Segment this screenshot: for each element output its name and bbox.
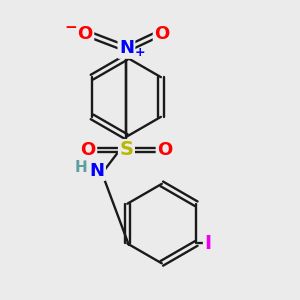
Text: N: N — [119, 39, 134, 57]
Text: I: I — [204, 234, 211, 253]
Text: H: H — [74, 160, 87, 175]
Text: −: − — [64, 20, 77, 35]
Text: O: O — [154, 25, 170, 43]
Text: +: + — [134, 46, 145, 59]
Text: O: O — [78, 25, 93, 43]
Text: O: O — [80, 141, 96, 159]
Text: S: S — [119, 140, 134, 160]
Text: O: O — [157, 141, 172, 159]
Text: N: N — [89, 162, 104, 180]
